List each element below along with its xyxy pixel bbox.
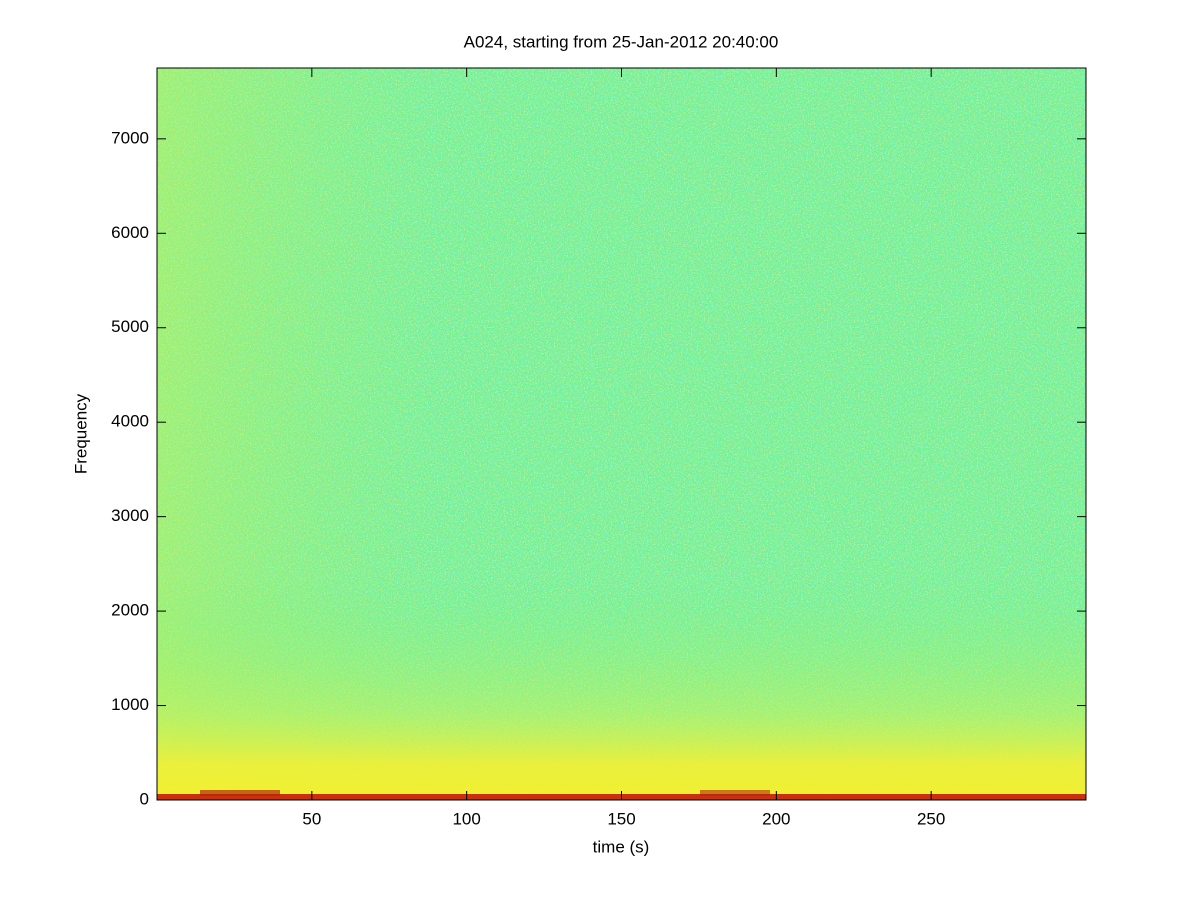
y-tick-label: 7000 <box>111 128 149 147</box>
x-tick-label: 150 <box>607 809 635 828</box>
y-tick-label: 0 <box>140 789 149 808</box>
x-tick-label: 50 <box>302 809 321 828</box>
x-tick-label: 200 <box>762 809 790 828</box>
x-tick-label: 100 <box>452 809 480 828</box>
spectrogram-image <box>157 68 1086 800</box>
y-tick-label: 1000 <box>111 695 149 714</box>
y-tick-label: 4000 <box>111 412 149 431</box>
y-tick-label: 2000 <box>111 601 149 620</box>
y-axis-label: Frequency <box>71 393 90 474</box>
y-tick-label: 5000 <box>111 317 149 336</box>
y-tick-label: 3000 <box>111 506 149 525</box>
y-tick-label: 6000 <box>111 223 149 242</box>
x-tick-label: 250 <box>917 809 945 828</box>
chart-title: A024, starting from 25-Jan-2012 20:40:00 <box>464 32 779 51</box>
x-axis-label: time (s) <box>593 837 650 856</box>
